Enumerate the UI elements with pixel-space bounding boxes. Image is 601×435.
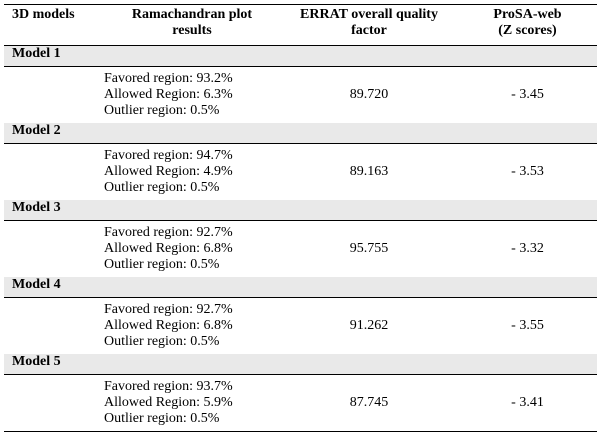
outlier-region: Outlier region: 0.5% xyxy=(104,180,220,195)
prosa-value: - 3.32 xyxy=(511,241,544,256)
outlier-region: Outlier region: 0.5% xyxy=(104,411,220,426)
model-data-row: Favored region: 92.7% Allowed Region: 6.… xyxy=(4,298,597,355)
favored-region: Favored region: 93.7% xyxy=(104,379,233,394)
model-label-row: Model 4 xyxy=(4,277,597,298)
model-data-row: Favored region: 94.7% Allowed Region: 4.… xyxy=(4,144,597,201)
prosa-value: - 3.41 xyxy=(458,374,597,432)
model-name: Model 4 xyxy=(4,277,597,298)
model-cell-empty xyxy=(4,298,104,355)
model-name: Model 3 xyxy=(4,200,597,221)
header-errat: ERRAT overall quality factor xyxy=(280,4,458,46)
favored-region: Favored region: 94.7% xyxy=(104,148,233,163)
favored-region: Favored region: 92.7% xyxy=(104,302,233,317)
allowed-region: Allowed Region: 6.8% xyxy=(104,318,233,333)
errat-value: 87.745 xyxy=(280,374,458,432)
favored-region: Favored region: 93.2% xyxy=(104,71,233,86)
errat-value: 89.720 xyxy=(349,87,389,102)
model-data-row: Favored region: 93.7% Allowed Region: 5.… xyxy=(4,374,597,432)
model-label-row: Model 1 xyxy=(4,45,597,67)
model-cell-empty xyxy=(4,144,104,201)
prosa-value: - 3.55 xyxy=(511,318,544,333)
errat-value: 91.262 xyxy=(349,318,389,333)
model-data-row: Favored region: 93.2% Allowed Region: 6.… xyxy=(4,67,597,124)
outlier-region: Outlier region: 0.5% xyxy=(104,103,220,118)
header-row: 3D models Ramachandran plot results ERRAT… xyxy=(4,4,597,46)
model-name: Model 1 xyxy=(4,45,597,67)
allowed-region: Allowed Region: 6.3% xyxy=(104,87,233,102)
model-name: Model 2 xyxy=(4,123,597,144)
allowed-region: Allowed Region: 6.8% xyxy=(104,241,233,256)
model-data-row: Favored region: 92.7% Allowed Region: 6.… xyxy=(4,221,597,278)
model-label-row: Model 2 xyxy=(4,123,597,144)
prosa-value: - 3.53 xyxy=(511,164,544,179)
model-label-row: Model 3 xyxy=(4,200,597,221)
errat-value: 95.755 xyxy=(349,241,389,256)
outlier-region: Outlier region: 0.5% xyxy=(104,334,220,349)
model-cell-empty xyxy=(4,374,104,432)
model-name: Model 5 xyxy=(4,354,597,375)
ramachandran-cell: Favored region: 93.2% Allowed Region: 6.… xyxy=(104,67,280,124)
model-cell-empty xyxy=(4,67,104,124)
outlier-region: Outlier region: 0.5% xyxy=(104,257,220,272)
ramachandran-cell: Favored region: 94.7% Allowed Region: 4.… xyxy=(104,144,280,201)
header-3d-models: 3D models xyxy=(4,4,104,46)
header-prosa: ProSA-web (Z scores) xyxy=(458,4,597,46)
model-label-row: Model 5 xyxy=(4,354,597,375)
ramachandran-cell: Favored region: 92.7% Allowed Region: 6.… xyxy=(104,221,280,278)
ramachandran-cell: Favored region: 92.7% Allowed Region: 6.… xyxy=(104,298,280,355)
errat-value: 89.163 xyxy=(349,164,389,179)
header-ramachandran: Ramachandran plot results xyxy=(104,4,280,46)
ramachandran-cell: Favored region: 93.7% Allowed Region: 5.… xyxy=(104,374,280,432)
model-cell-empty xyxy=(4,221,104,278)
allowed-region: Allowed Region: 4.9% xyxy=(104,164,233,179)
allowed-region: Allowed Region: 5.9% xyxy=(104,395,233,410)
favored-region: Favored region: 92.7% xyxy=(104,225,233,240)
prosa-value: - 3.45 xyxy=(511,87,544,102)
results-table: 3D models Ramachandran plot results ERRAT… xyxy=(4,4,597,432)
